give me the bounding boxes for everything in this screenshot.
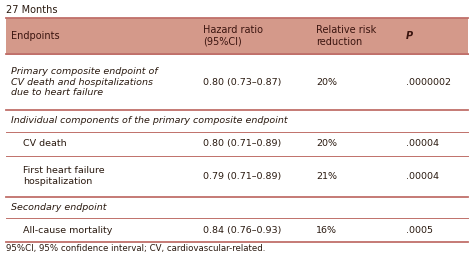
Text: Primary composite endpoint of
CV death and hospitalizations
due to heart failure: Primary composite endpoint of CV death a… (11, 67, 158, 97)
Text: 0.80 (0.71–0.89): 0.80 (0.71–0.89) (203, 139, 281, 148)
Text: Individual components of the primary composite endpoint: Individual components of the primary com… (11, 116, 288, 126)
Text: 21%: 21% (316, 172, 337, 181)
Text: 16%: 16% (316, 226, 337, 235)
Text: 0.84 (0.76–0.93): 0.84 (0.76–0.93) (203, 226, 281, 235)
Text: Endpoints: Endpoints (11, 31, 60, 41)
Text: CV death: CV death (23, 139, 67, 148)
Text: 95%CI, 95% confidence interval; CV, cardiovascular-related.: 95%CI, 95% confidence interval; CV, card… (6, 244, 265, 253)
Text: 20%: 20% (316, 77, 337, 87)
Text: .00004: .00004 (406, 172, 439, 181)
Text: .0005: .0005 (406, 226, 433, 235)
Text: 27 Months: 27 Months (6, 5, 57, 15)
Text: P: P (406, 31, 413, 41)
Text: First heart failure
hospitalization: First heart failure hospitalization (23, 166, 105, 186)
Text: .00004: .00004 (406, 139, 439, 148)
Text: 20%: 20% (316, 139, 337, 148)
Text: 0.79 (0.71–0.89): 0.79 (0.71–0.89) (203, 172, 281, 181)
Text: All-cause mortality: All-cause mortality (23, 226, 112, 235)
Text: Secondary endpoint: Secondary endpoint (11, 203, 107, 212)
Text: .0000002: .0000002 (406, 77, 451, 87)
Bar (6, 18, 468, 54)
Text: Relative risk
reduction: Relative risk reduction (316, 25, 376, 47)
Text: Hazard ratio
(95%CI): Hazard ratio (95%CI) (203, 25, 263, 47)
Text: 0.80 (0.73–0.87): 0.80 (0.73–0.87) (203, 77, 281, 87)
